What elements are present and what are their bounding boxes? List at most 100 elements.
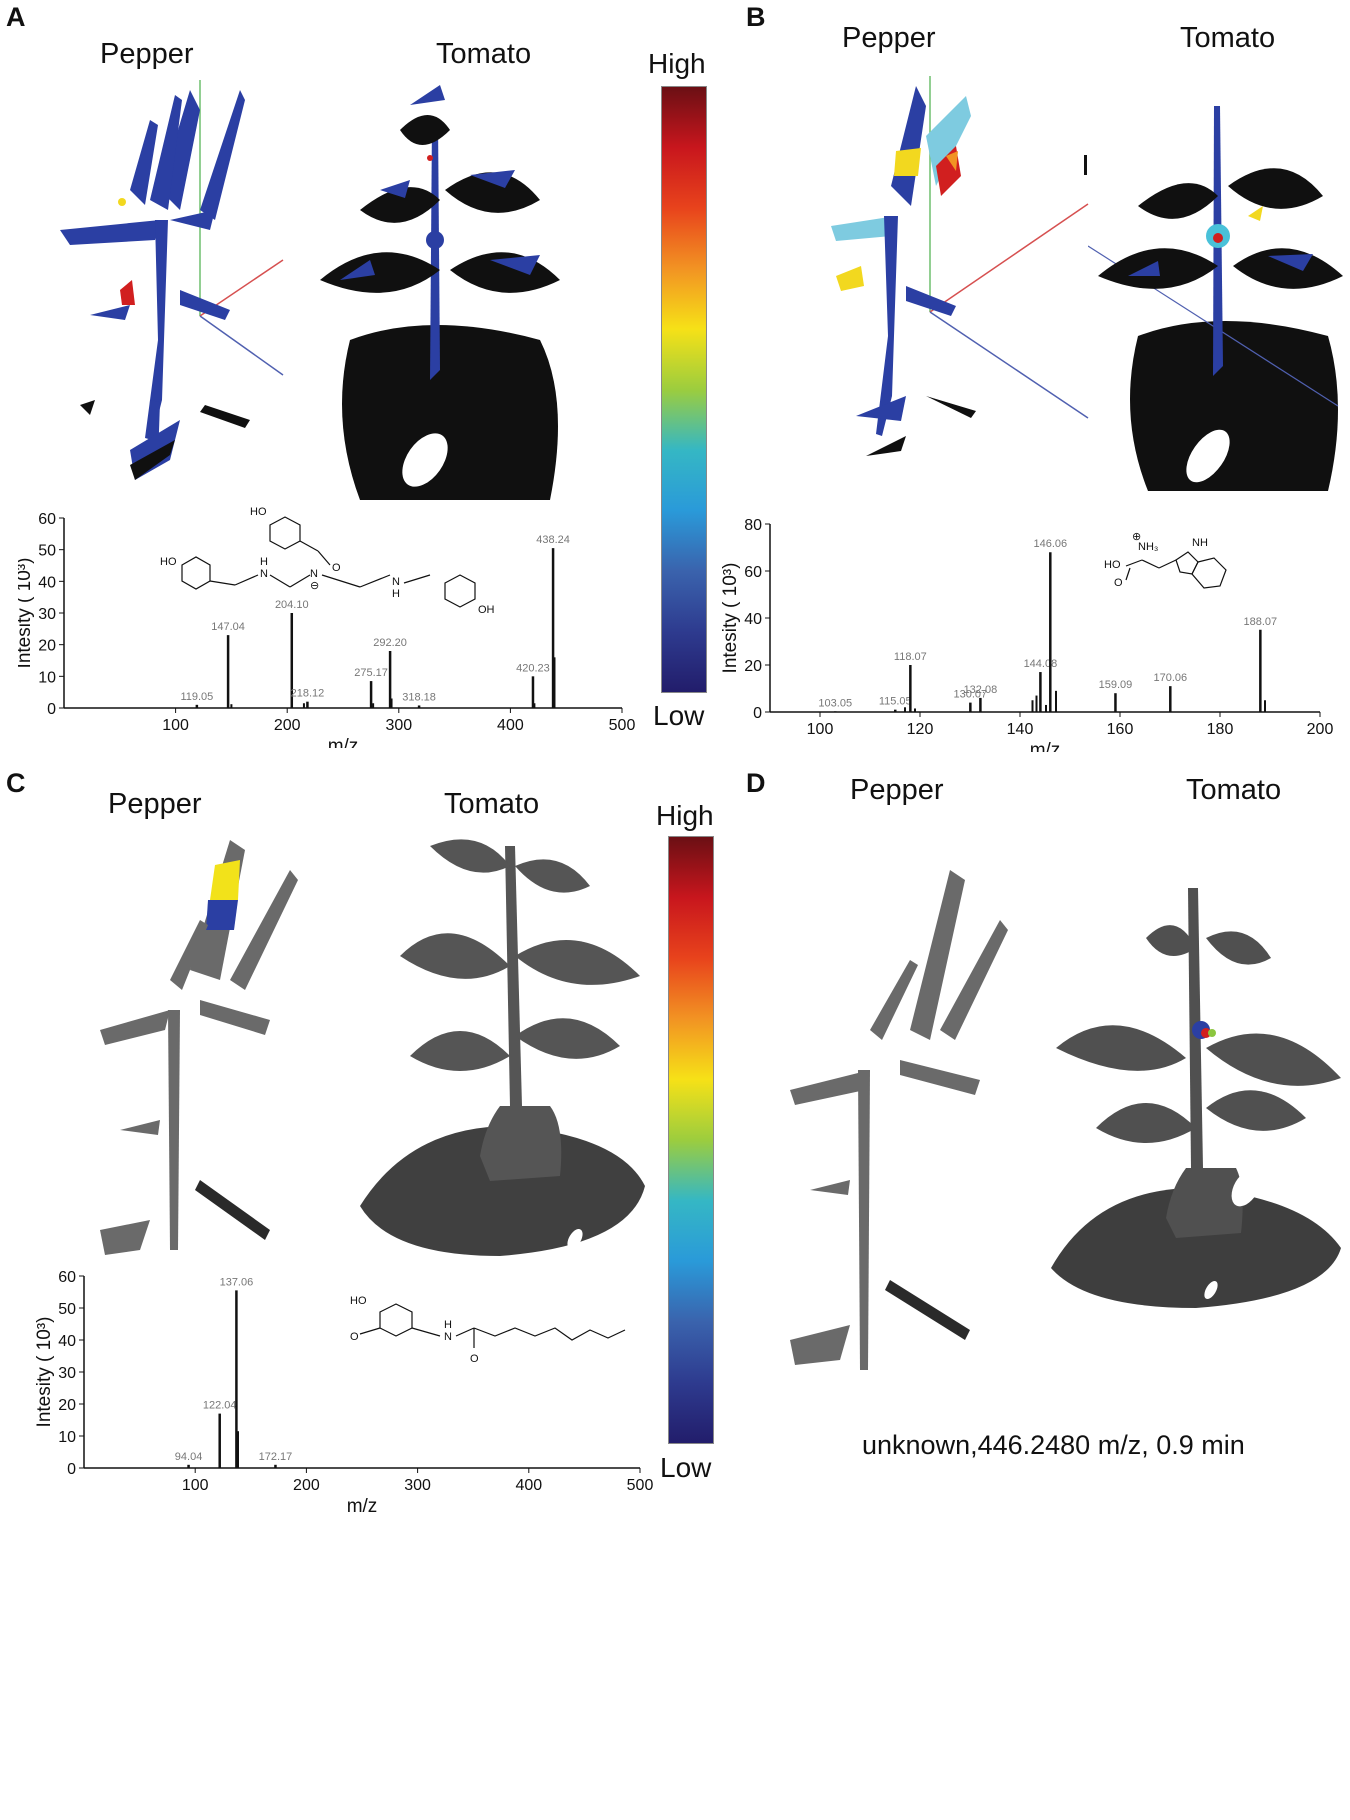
y-tick-label: 30 [38, 606, 56, 623]
x-axis-label: m/z [347, 1496, 378, 1512]
y-tick-label: 60 [38, 511, 56, 528]
panel-d: D Pepper Tomato unknown,446.2480 m/z, 0.… [720, 760, 1350, 1510]
y-tick-label: 40 [58, 1333, 76, 1350]
y-tick-label: 50 [58, 1301, 76, 1318]
y-tick-label: 20 [744, 658, 762, 675]
svg-text:⊖: ⊖ [310, 580, 319, 592]
svg-text:O: O [332, 562, 341, 574]
y-tick-label: 10 [58, 1429, 76, 1446]
tomato-plant-model [320, 85, 560, 500]
panel-letter: B [746, 2, 766, 32]
x-tick-label: 120 [907, 721, 934, 738]
svg-text:H: H [444, 1319, 452, 1331]
svg-text:HO: HO [350, 1295, 367, 1307]
svg-text:O: O [1114, 577, 1123, 589]
pepper-label: Pepper [108, 788, 202, 820]
peak-label: 188.07 [1244, 616, 1278, 628]
svg-text:O: O [350, 1331, 359, 1343]
x-tick-label: 400 [497, 717, 524, 734]
pepper-plant-model [100, 840, 298, 1255]
peak-label: 292.20 [373, 637, 407, 649]
pepper-plant-model [60, 80, 284, 480]
tomato-plant-model [1051, 888, 1341, 1308]
colorbar-high-label: High [648, 48, 706, 79]
y-tick-label: 0 [753, 705, 762, 722]
tomato-label: Tomato [444, 788, 540, 820]
x-tick-label: 500 [627, 1477, 654, 1494]
y-tick-label: 60 [744, 564, 762, 581]
svg-text:N: N [260, 568, 268, 580]
svg-text:H: H [392, 588, 400, 600]
svg-text:NH₃: NH₃ [1138, 541, 1158, 553]
y-axis-label: Intesity ( 10³) [34, 1317, 55, 1428]
y-tick-label: 80 [744, 517, 762, 534]
x-tick-label: 300 [404, 1477, 431, 1494]
panel-a: A Pepper Tomato [0, 0, 720, 760]
colorbar-low-label: Low [653, 700, 705, 731]
peak-label: 318.18 [402, 691, 436, 703]
x-tick-label: 140 [1007, 721, 1034, 738]
pepper-plant-model [790, 870, 1008, 1370]
peak-label: 130.07 [954, 689, 988, 701]
svg-text:N: N [310, 568, 318, 580]
spectrum-chart-c: 0 10 20 30 40 50 60 100 200 300 400 500 m/z Intesity … [34, 1269, 654, 1512]
colorbar-bottom [668, 836, 714, 1444]
molecule-structure-b: ⊕ NH₃ HO O NH [1104, 531, 1227, 589]
y-axis-label: Intesity ( 10³) [18, 558, 35, 669]
x-tick-label: 400 [515, 1477, 542, 1494]
colorbar-high-label: High [656, 800, 714, 831]
y-tick-label: 50 [38, 543, 56, 560]
panel-letter: A [6, 2, 26, 32]
spectrum-chart-b: 0 20 40 60 80 100 120 140 160 180 200 m/z Intesity (… [720, 517, 1334, 752]
svg-text:OH: OH [478, 604, 495, 616]
peak-label: 103.05 [818, 697, 852, 709]
tomato-label: Tomato [1186, 774, 1282, 806]
svg-text:HO: HO [250, 506, 267, 518]
x-tick-label: 100 [162, 717, 189, 734]
peak-label: 420.23 [516, 662, 550, 674]
pepper-label: Pepper [842, 22, 936, 54]
pepper-plant-model [831, 76, 1089, 456]
x-tick-label: 300 [385, 717, 412, 734]
pepper-label: Pepper [100, 38, 194, 70]
peak-label: 119.05 [180, 691, 213, 703]
molecule-structure-a: HO O HO H N N ⊖ N H OH [160, 506, 495, 616]
peak-label: 122.04 [203, 1400, 237, 1412]
caption-unknown-compound: unknown,446.2480 m/z, 0.9 min [862, 1430, 1245, 1460]
y-tick-label: 30 [58, 1365, 76, 1382]
svg-text:H: H [260, 556, 268, 568]
colorbar-low-label: Low [660, 1452, 712, 1483]
peak-label: 118.07 [894, 651, 927, 663]
x-tick-label: 160 [1107, 721, 1134, 738]
x-tick-label: 200 [1307, 721, 1334, 738]
peak-label: 144.08 [1024, 658, 1058, 670]
x-tick-label: 200 [293, 1477, 320, 1494]
x-axis-label: m/z [1030, 740, 1061, 752]
small-mark [1084, 155, 1087, 175]
y-tick-label: 0 [47, 701, 56, 718]
x-tick-label: 500 [609, 717, 636, 734]
panel-c: C Pepper Tomato [0, 760, 720, 1510]
tomato-label: Tomato [436, 38, 532, 70]
y-tick-label: 20 [38, 638, 56, 655]
x-tick-label: 200 [274, 717, 301, 734]
colorbar-top [661, 86, 707, 693]
panel-letter: C [6, 768, 26, 798]
y-tick-label: 60 [58, 1269, 76, 1286]
panel-letter: D [746, 768, 766, 798]
tomato-label: Tomato [1180, 22, 1276, 54]
peak-label: 147.04 [211, 621, 245, 633]
x-tick-label: 180 [1207, 721, 1234, 738]
svg-text:⊕: ⊕ [1132, 531, 1141, 543]
peak-label: 204.10 [275, 599, 309, 611]
svg-text:NH: NH [1192, 537, 1208, 549]
svg-text:HO: HO [1104, 559, 1121, 571]
peak-label: 132.08 [964, 684, 998, 696]
y-tick-label: 10 [38, 669, 56, 686]
peak-label: 218.12 [291, 688, 325, 700]
y-tick-label: 40 [744, 611, 762, 628]
panel-b: B Pepper Tomato 0 20 40 60 80 100 120 140 [720, 0, 1350, 760]
tomato-plant-model [360, 839, 645, 1256]
peak-label: 146.06 [1033, 538, 1067, 550]
peak-label: 94.04 [175, 1451, 203, 1463]
